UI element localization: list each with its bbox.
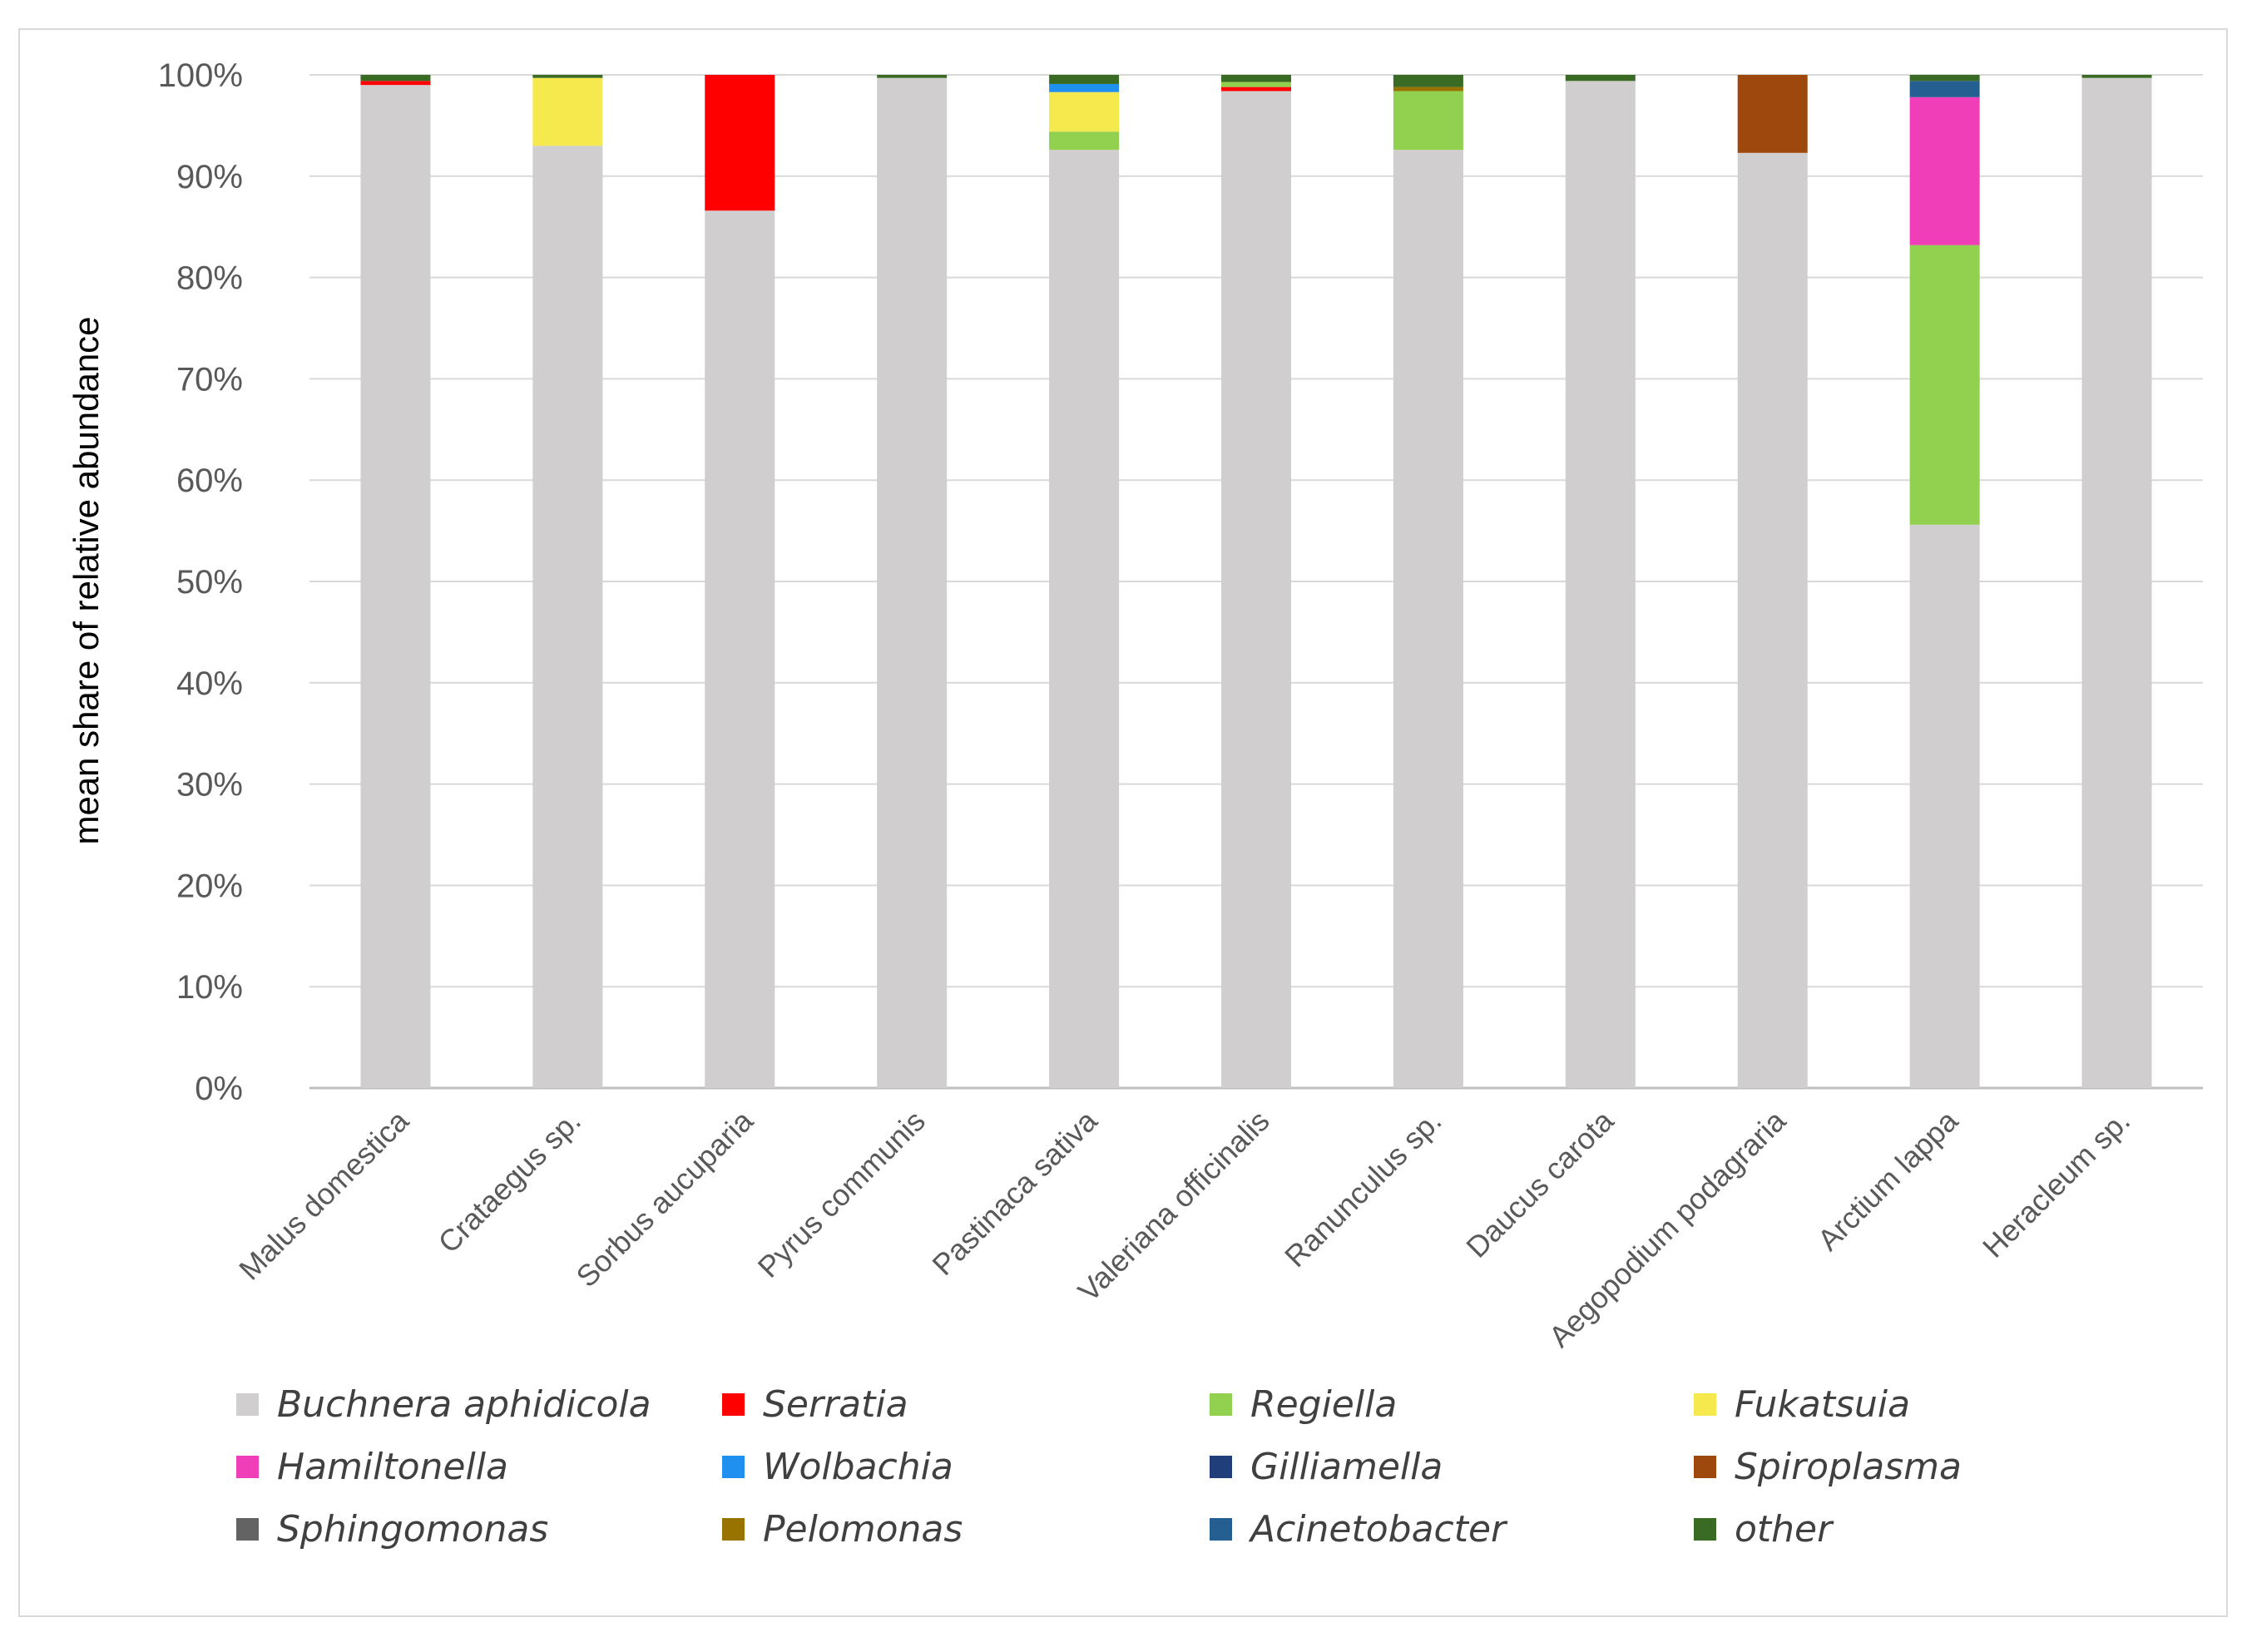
bar-segment [532,146,603,1088]
x-tick-label: Pyrus communis [751,1104,932,1284]
x-tick-label: Ranunculus sp. [1278,1104,1448,1274]
bar-segment [2081,77,2152,1088]
y-tick-label: 80% [176,260,243,297]
bar-segment [1393,91,1463,151]
y-tick-label: 50% [176,564,243,601]
bar-stack [1909,75,1980,1088]
bar-stack [532,75,603,1088]
bar-segment [360,75,431,82]
y-tick-label: 10% [176,969,243,1006]
bar-stack [2081,75,2152,1088]
bar-stack [1393,75,1463,1089]
bar-segment [1221,91,1291,1088]
bar-segment [360,81,431,86]
bar-segment [705,210,775,1088]
bar-segment [532,77,603,146]
x-tick-label: Daucus carota [1459,1103,1621,1264]
bar-segment [1393,150,1463,1089]
y-tick-label: 0% [195,1071,243,1107]
y-tick-label: 40% [176,665,243,702]
x-tick-label: Malus domestica [232,1103,416,1287]
bar-segment [1049,75,1120,84]
bar-segment [877,77,948,1088]
x-tick-label: Valeriana officinalis [1072,1104,1276,1308]
y-tick-label: 60% [176,462,243,499]
bar-segment [1049,131,1120,151]
x-tick-label: Heracleum sp. [1976,1104,2136,1264]
bar-segment [1909,75,1980,82]
y-tick-label: 100% [158,57,243,94]
bar-segment [1393,87,1463,92]
bar-segment [1909,81,1980,97]
x-tick-label: Pastinaca sativa [925,1103,1104,1282]
bar-segment [1049,150,1120,1089]
bar-segment [1393,75,1463,87]
bar-stack [877,75,948,1088]
bar-segment [1049,83,1120,92]
bar-segment [1737,152,1808,1088]
x-tick-labels: Malus domestica Crataegus sp.Sorbus aucup… [232,1103,2136,1353]
x-tick-label: Crataegus sp. [432,1104,587,1259]
bar-segment [1221,87,1291,92]
bar-segment [532,75,603,78]
y-tick-label: 20% [176,868,243,904]
bar-segment [1049,92,1120,132]
bar-stack [1049,75,1120,1089]
bar-segment [1565,75,1636,82]
bar-stack [1565,75,1636,1089]
bar-segment [877,75,948,78]
bar-segment [1909,245,1980,525]
bar-segment [1737,75,1808,153]
y-tick-labels: 0% 10% 20% 30% 40% 50% 60% 70% 80% 90% 100% [158,57,243,1107]
bar-stack [1737,75,1808,1088]
bar-segment [705,75,775,211]
y-tick-label: 90% [176,159,243,195]
y-tick-label: 30% [176,767,243,804]
bar-segment [1909,96,1980,245]
bar-segment [1221,75,1291,82]
bars [360,75,2152,1089]
y-tick-label: 70% [176,361,243,398]
bar-stack [1221,75,1291,1088]
x-tick-label: Sorbus aucuparia [569,1103,760,1293]
bar-segment [360,85,431,1088]
bar-stack [360,75,431,1088]
bar-segment [1221,82,1291,87]
bar-segment [1565,81,1636,1089]
y-axis-label: mean share of relative abundance [67,316,106,844]
bar-segment [2081,75,2152,78]
bar-stack [705,75,775,1088]
x-tick-label: Arctium lappa [1811,1103,1965,1257]
bar-segment [1909,524,1980,1088]
